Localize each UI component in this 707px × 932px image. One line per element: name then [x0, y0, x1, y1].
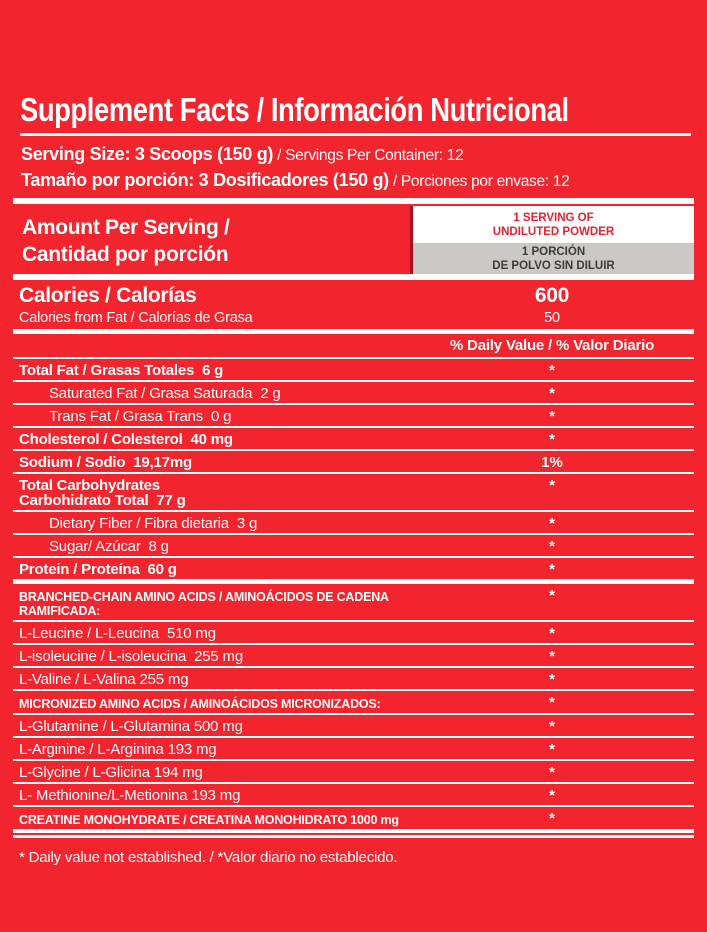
amount-per-serving-title: Amount Per Serving / Cantidad por porció… [13, 204, 410, 274]
panel-header: Supplement Facts / Información Nutricion… [20, 91, 693, 128]
table-row: L-Valine / L-Valina 255 mg * [13, 668, 694, 692]
row-daily-value: * [549, 718, 555, 736]
calories-row: Calories / Calorías 600 [13, 280, 694, 310]
title-divider [20, 133, 691, 137]
serving-column-header: 1 SERVING OF UNDILUTED POWDER 1 PORCIÓN … [410, 206, 694, 275]
row-label: L-Valine / L-Valina 255 mg [19, 671, 189, 689]
daily-value-header: % Daily Value / % Valor Diario [449, 337, 655, 355]
amount-title-es: Cantidad por porción [22, 243, 229, 267]
row-daily-value: * [549, 515, 555, 533]
table-bottom-rule [13, 829, 694, 839]
calories-from-fat-row: Calories from Fat / Calorías de Grasa 50 [13, 310, 694, 329]
row-daily-value: * [549, 625, 555, 643]
serving-info: Serving Size: 3 Scoops (150 g) / Serving… [21, 142, 691, 194]
row-daily-value: * [549, 648, 555, 666]
table-row: Dietary Fiber / Fibra dietaria 3 g * [13, 512, 694, 536]
table-row: L-Leucine / L-Leucina 510 mg * [13, 622, 694, 646]
table-row: BRANCHED-CHAIN AMINO ACIDS / AMINOÁCIDOS… [13, 584, 694, 623]
porcion-box-line2: DE POLVO SIN DILUIR [492, 259, 615, 272]
row-label: Cholesterol / Colesterol 40 mg [19, 431, 233, 449]
serving-size-en: Serving Size: 3 Scoops (150 g) [21, 144, 274, 165]
serving-column-header-es: 1 PORCIÓN DE POLVO SIN DILUIR [413, 243, 694, 275]
row-label: BRANCHED-CHAIN AMINO ACIDS / AMINOÁCIDOS… [19, 590, 392, 619]
row-label: L-Glutamine / L-Glutamina 500 mg [19, 718, 243, 736]
calories-bottom-rule [13, 329, 694, 335]
facts-table: Amount Per Serving / Cantidad por porció… [13, 198, 694, 839]
table-row: Trans Fat / Grasa Trans 0 g * [13, 405, 694, 429]
daily-value-header-row: % Daily Value / % Valor Diario [13, 334, 694, 360]
table-row: L-Glutamine / L-Glutamina 500 mg * [13, 715, 694, 739]
servings-per-container-en: / Servings Per Container: 12 [273, 147, 464, 165]
serving-size-es: Tamaño por porción: 3 Dosificadores (150… [21, 170, 389, 191]
table-row: L- Methionine/L-Metionina 193 mg * [13, 784, 694, 808]
servings-per-container-es: / Porciones por envase: 12 [388, 173, 570, 191]
row-daily-value: * [549, 764, 555, 782]
calories-from-fat-value: 50 [544, 310, 560, 327]
row-label: L-Arginine / L-Arginina 193 mg [19, 741, 217, 759]
row-daily-value: * [549, 362, 555, 380]
row-label: L-Leucine / L-Leucina 510 mg [19, 625, 216, 643]
serving-size-line-es: Tamaño por porción: 3 Dosificadores (150… [21, 168, 691, 194]
daily-value-footnote: * Daily value not established. / *Valor … [19, 849, 398, 867]
row-daily-value: * [549, 431, 555, 449]
nutrient-rows: Total Fat / Grasas Totales 6 g * Saturated… [13, 359, 694, 829]
row-label: Total Fat / Grasas Totales 6 g [19, 362, 224, 380]
row-daily-value: 1% [541, 454, 563, 472]
row-label: Trans Fat / Grasa Trans 0 g [49, 408, 232, 426]
porcion-box-line1: 1 PORCIÓN [521, 245, 586, 258]
row-daily-value: * [549, 385, 555, 403]
row-label: Protein / Proteína 60 g [19, 561, 177, 579]
serving-column-header-en: 1 SERVING OF UNDILUTED POWDER [413, 206, 694, 244]
table-row: L-Glycine / L-Glicina 194 mg * [13, 761, 694, 785]
calories-value: 600 [534, 284, 570, 308]
table-row: Saturated Fat / Grasa Saturada 2 g * [13, 382, 694, 406]
row-daily-value: * [549, 810, 555, 828]
row-label: L-isoleucine / L-isoleucina 255 mg [19, 648, 243, 666]
row-daily-value: * [549, 671, 555, 689]
daily-value-spacer [13, 337, 410, 354]
serving-box-line2: UNDILUTED POWDER [492, 225, 615, 238]
row-label: Sodium / Sodio 19,17mg [19, 454, 192, 472]
serving-size-line-en: Serving Size: 3 Scoops (150 g) / Serving… [21, 142, 691, 168]
row-daily-value: * [549, 587, 555, 605]
table-row: Total Carbohydrates Carbohidrato Total 77… [13, 474, 694, 513]
table-row: CREATINE MONOHYDRATE / CREATINA MONOHIDR… [13, 807, 694, 829]
table-row: MICRONIZED AMINO ACIDS / AMINOÁCIDOS MIC… [13, 691, 694, 716]
serving-box-line1: 1 SERVING OF [513, 211, 594, 224]
table-row: Cholesterol / Colesterol 40 mg * [13, 428, 694, 452]
row-daily-value: * [549, 538, 555, 556]
row-label: Saturated Fat / Grasa Saturada 2 g [49, 385, 281, 403]
panel-title: Supplement Facts / Información Nutricion… [20, 91, 569, 128]
row-label: L-Glycine / L-Glicina 194 mg [19, 764, 203, 782]
calories-from-fat-label: Calories from Fat / Calorías de Grasa [19, 310, 253, 327]
row-daily-value: * [549, 561, 555, 579]
row-label: Sugar/ Azúcar 8 g [49, 538, 169, 556]
row-label: Total Carbohydrates Carbohidrato Total 77… [19, 477, 186, 510]
row-daily-value: * [549, 787, 555, 805]
row-label: Dietary Fiber / Fibra dietaria 3 g [49, 515, 258, 533]
table-row: Protein / Proteína 60 g * [13, 558, 694, 585]
row-daily-value: * [549, 741, 555, 759]
row-label: MICRONIZED AMINO ACIDS / AMINOÁCIDOS MIC… [19, 697, 381, 712]
row-label: L- Methionine/L-Metionina 193 mg [19, 787, 241, 805]
row-daily-value: * [549, 694, 555, 712]
calories-label: Calories / Calorías [19, 284, 197, 308]
table-row: L-Arginine / L-Arginina 193 mg * [13, 738, 694, 762]
amount-title-en: Amount Per Serving / [22, 216, 230, 240]
amount-per-serving-header: Amount Per Serving / Cantidad por porció… [13, 204, 694, 275]
table-row: L-isoleucine / L-isoleucina 255 mg * [13, 645, 694, 669]
table-row: Sodium / Sodio 19,17mg 1% [13, 451, 694, 475]
table-row: Sugar/ Azúcar 8 g * [13, 535, 694, 559]
row-daily-value: * [549, 408, 555, 426]
row-daily-value: * [549, 477, 555, 495]
table-top-rule [13, 198, 694, 205]
table-row: Total Fat / Grasas Totales 6 g * [13, 359, 694, 383]
row-label: CREATINE MONOHYDRATE / CREATINA MONOHIDR… [19, 813, 399, 828]
header-bottom-rule [13, 274, 694, 281]
